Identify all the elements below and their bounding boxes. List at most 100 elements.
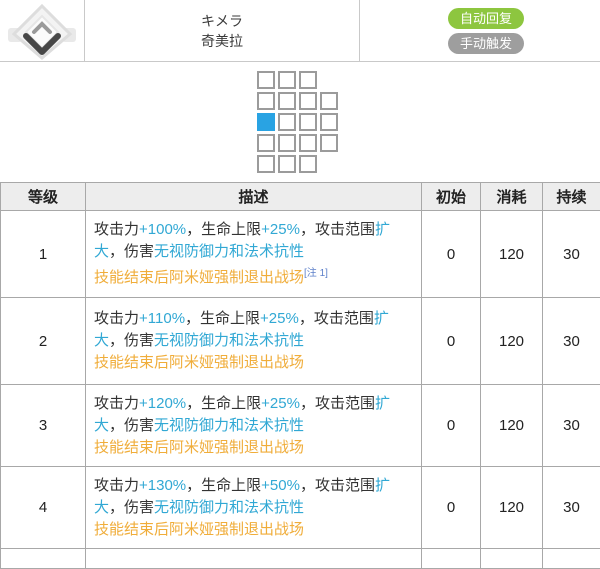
description-segment: +25%: [261, 395, 300, 412]
description-segment: 扩: [374, 310, 389, 327]
description-segment: ，攻击范围: [300, 395, 375, 412]
description-line: 技能结束后阿米娅强制退出战场: [94, 437, 413, 459]
description-segment: 攻击力: [94, 310, 139, 327]
description-segment: +110%: [139, 310, 185, 327]
description-segment: ，伤害: [109, 243, 154, 260]
skill-name-cn: 奇美拉: [201, 31, 243, 51]
cost-cell: 120: [481, 298, 543, 385]
initial-cell: 0: [422, 211, 481, 298]
description-segment: 无视防御力和法术抗性: [154, 243, 304, 260]
description-segment: ，攻击范围: [300, 221, 375, 238]
empty-cell: [543, 549, 600, 569]
skill-type-badge: 手动触发: [448, 33, 524, 54]
range-cell: [320, 113, 338, 131]
description-segment: ，伤害: [109, 499, 154, 516]
level-cell: 3: [1, 385, 86, 467]
empty-cell: [1, 549, 86, 569]
range-cell: [278, 155, 296, 173]
empty-cell: [422, 549, 481, 569]
note-link[interactable]: [注 1]: [304, 268, 328, 279]
description-line: 技能结束后阿米娅强制退出战场[注 1]: [94, 263, 413, 289]
description-segment: 攻击力: [94, 221, 139, 238]
description-segment: 大: [94, 499, 109, 516]
description-segment: ，生命上限: [185, 310, 260, 327]
cost-cell: 120: [481, 385, 543, 467]
description-segment: 攻击力: [94, 477, 139, 494]
description-segment: 攻击力: [94, 395, 139, 412]
description-segment: ，生命上限: [186, 477, 261, 494]
description-cell: 攻击力+100%，生命上限+25%，攻击范围扩大，伤害无视防御力和法术抗性技能结…: [86, 211, 422, 298]
range-cell: [278, 92, 296, 110]
description-segment: ，伤害: [109, 332, 154, 349]
description-segment: ，生命上限: [186, 395, 261, 412]
range-cell: [320, 92, 338, 110]
description-segment: ，攻击范围: [300, 477, 375, 494]
description-segment: 技能结束后阿米娅强制退出战场: [94, 269, 304, 286]
cost-cell: 120: [481, 211, 543, 298]
description-segment: ，攻击范围: [299, 310, 374, 327]
range-cell: [299, 71, 317, 89]
description-segment: +25%: [260, 310, 299, 327]
range-cell: [299, 113, 317, 131]
description-line: 技能结束后阿米娅强制退出战场: [94, 519, 413, 541]
description-segment: 大: [94, 332, 109, 349]
column-header: 描述: [86, 183, 422, 211]
range-cell: [320, 134, 338, 152]
initial-cell: 0: [422, 467, 481, 549]
range-cell: [278, 71, 296, 89]
range-cell: [257, 134, 275, 152]
range-cell: [299, 134, 317, 152]
description-cell: 攻击力+130%，生命上限+50%，攻击范围扩大，伤害无视防御力和法术抗性技能结…: [86, 467, 422, 549]
description-segment: 技能结束后阿米娅强制退出战场: [94, 439, 304, 456]
column-header: 等级: [1, 183, 86, 211]
description-segment: 扩: [375, 477, 390, 494]
initial-cell: 0: [422, 385, 481, 467]
chimera-skill-icon: [6, 2, 78, 60]
description-segment: +50%: [261, 477, 300, 494]
description-cell: 攻击力+110%，生命上限+25%，攻击范围扩大，伤害无视防御力和法术抗性技能结…: [86, 298, 422, 385]
empty-cell: [86, 549, 422, 569]
description-segment: +100%: [139, 221, 186, 238]
range-cell: [257, 92, 275, 110]
description-segment: ，伤害: [109, 417, 154, 434]
description-segment: 无视防御力和法术抗性: [154, 417, 304, 434]
description-segment: +130%: [139, 477, 186, 494]
description-segment: 技能结束后阿米娅强制退出战场: [94, 354, 304, 371]
skill-icon-cell: [0, 0, 85, 61]
description-segment: +25%: [261, 221, 300, 238]
description-segment: 无视防御力和法术抗性: [154, 332, 304, 349]
cost-cell: 120: [481, 467, 543, 549]
duration-cell: 30: [543, 467, 600, 549]
range-cell-operator: [257, 113, 275, 131]
table-header-row: 等级描述初始消耗持续: [1, 183, 600, 211]
attack-range-section: [0, 62, 600, 182]
description-segment: 大: [94, 417, 109, 434]
table-row-partial: [1, 549, 600, 569]
description-line: 攻击力+120%，生命上限+25%，攻击范围扩: [94, 393, 413, 415]
empty-cell: [481, 549, 543, 569]
description-line: 攻击力+100%，生命上限+25%，攻击范围扩: [94, 219, 413, 241]
description-segment: 扩: [375, 221, 390, 238]
description-line: 大，伤害无视防御力和法术抗性: [94, 330, 413, 352]
description-line: 攻击力+130%，生命上限+50%，攻击范围扩: [94, 475, 413, 497]
description-segment: 扩: [375, 395, 390, 412]
description-segment: 技能结束后阿米娅强制退出战场: [94, 521, 304, 538]
range-cell: [278, 134, 296, 152]
range-cell: [278, 113, 296, 131]
duration-cell: 30: [543, 211, 600, 298]
description-cell: 攻击力+120%，生命上限+25%，攻击范围扩大，伤害无视防御力和法术抗性技能结…: [86, 385, 422, 467]
level-cell: 2: [1, 298, 86, 385]
skill-type-badge: 自动回复: [448, 8, 524, 29]
column-header: 消耗: [481, 183, 543, 211]
description-line: 技能结束后阿米娅强制退出战场: [94, 352, 413, 374]
description-line: 大，伤害无视防御力和法术抗性: [94, 241, 413, 263]
level-cell: 1: [1, 211, 86, 298]
duration-cell: 30: [543, 385, 600, 467]
skill-name-block: キメラ 奇美拉: [85, 0, 360, 61]
duration-cell: 30: [543, 298, 600, 385]
skill-header: キメラ 奇美拉 自动回复手动触发: [0, 0, 600, 62]
